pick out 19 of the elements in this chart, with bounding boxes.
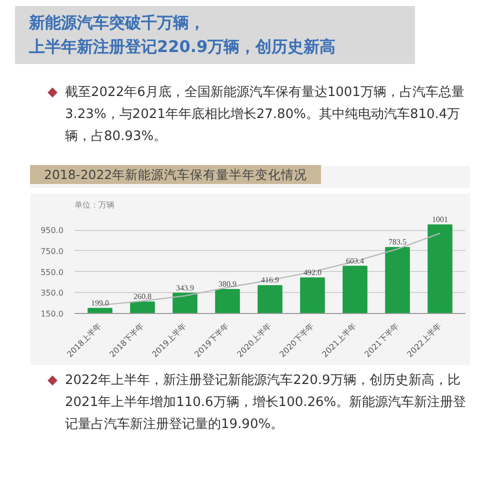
y-tick-label: 150.0 [40,310,64,318]
chart-title: 新能源汽车突破千万辆，上半年新注册登记220.9万辆，创历史新高 [15,6,415,64]
text: 380.9 [218,279,236,288]
text: 2022年上半年，新注册登记新能源汽车220.9万辆，创历史新高，比2021年上半年增加110.6万辆，增长100.26%。新能源汽车新注册登记量占汽车新注册登记量的19.90%。 [64,372,468,434]
text: 416.9 [261,276,279,285]
y-axis-title: 单位：万辆 [74,200,114,210]
text: 截至2022年6月底，全国新能源汽车保有量达1001万辆，占汽车总量3.23%，与2021年年底相比增长27.80%。其中纯电动汽车810.4万辆，占80.93%。 [64,84,466,146]
text: 783.5 [388,237,406,246]
y-tick-label: 950.0 [40,226,64,236]
text: 343.9 [176,283,194,292]
y-tick-label: 550.0 [40,268,64,277]
text: 1001 [432,214,448,224]
text: 492.0 [304,268,322,277]
y-tick-label: 350.0 [40,288,64,298]
text: 199.0 [91,298,109,308]
y-tick-label: 750.0 [40,246,64,256]
chart-subtitle: 2018-2022年新能源汽车保有量半年变化情况 [30,165,322,184]
text: 603.4 [346,256,364,266]
text: 260.8 [134,292,152,301]
